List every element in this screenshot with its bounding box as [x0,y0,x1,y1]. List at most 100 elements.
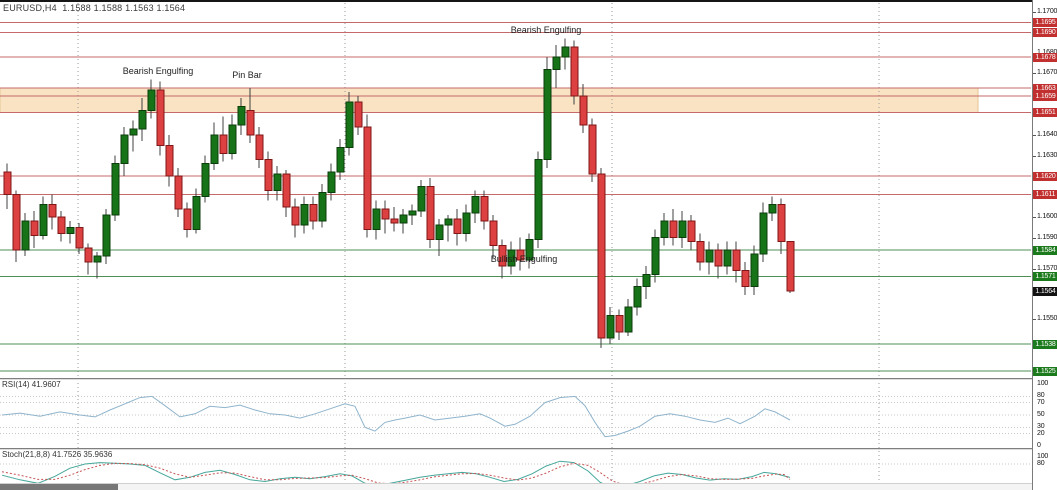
price-tick-label: 1.1640 [1037,131,1057,138]
candle-bear [264,159,273,191]
support-price-badge: 1.1584 [1033,246,1057,255]
candle-bear [732,249,741,271]
candle-bull [651,237,660,275]
pattern-annotation-text[interactable]: Bearish Engulfing [511,25,582,35]
candle-bear [48,204,57,218]
symbol-ohlc-title: EURUSD,H4 1.1588 1.1588 1.1563 1.1564 [3,3,186,13]
candle-bear [75,226,84,249]
candle-bull [552,56,561,70]
candle-bear [714,249,723,267]
rsi-scale-label: 30 [1037,423,1045,430]
candle-bull [237,105,246,126]
candle-bull [39,204,48,236]
candle-bear [480,196,489,222]
candle-bear [174,175,183,210]
candle-bear [57,216,66,234]
stoch-scale-label: 80 [1037,460,1045,467]
rsi-line [1,395,791,438]
candle-bull [192,196,201,230]
rsi-scale-label: 70 [1037,399,1045,406]
candle-bear [165,144,174,177]
candle-bull [120,134,129,165]
candle-bull [201,163,210,197]
candle-bear [84,247,93,263]
resistance-price-badge: 1.1611 [1033,190,1057,199]
axis-tick-mark [1033,319,1036,320]
candle-bear [579,95,588,126]
candle-bull [66,226,75,234]
candle-bear [588,124,597,175]
candle-bear [246,109,255,136]
supply-zone-rectangle[interactable] [0,87,979,113]
scrollbar-thumb[interactable] [0,484,118,490]
rsi-scale-label: 100 [1037,380,1049,387]
pattern-annotation-text[interactable]: Pin Bar [232,70,262,80]
candle-bull [444,218,453,226]
rsi-scale-label: 20 [1037,430,1045,437]
panel-divider-stoch[interactable] [0,448,1057,449]
candle-bear [426,185,435,241]
candle-bull [273,173,282,191]
stoch-d-line [1,462,791,487]
candle-bear [786,241,795,292]
candle-bear [777,204,786,243]
chart-canvas[interactable]: Bearish Engulfing Pin Bar Bearish Engulfin… [0,0,1032,490]
candle-bull [525,239,534,261]
candle-bear [615,314,624,333]
candle-bear [381,208,390,220]
candle-bear [354,101,363,128]
candle-bull [417,185,426,212]
price-tick-label: 1.1630 [1037,152,1057,159]
support-price-badge: 1.1538 [1033,340,1057,349]
candle-bull [507,249,516,267]
resistance-price-badge: 1.1678 [1033,53,1057,62]
candle-bear [741,269,750,288]
pattern-annotation-text[interactable]: Bearish Engulfing [123,66,194,76]
axis-tick-mark [1033,12,1036,13]
resistance-price-badge: 1.1651 [1033,108,1057,117]
candle-bull [471,196,480,214]
axis-tick-mark [1033,156,1036,157]
rsi-indicator-label: RSI(14) 41.9607 [2,380,61,389]
bid-price-badge: 1.1564 [1033,287,1057,296]
candle-bear [570,46,579,97]
candle-bull [768,204,777,214]
candle-bull [462,212,471,234]
axis-tick-mark [1033,269,1036,270]
price-tick-label: 1.1590 [1037,234,1057,241]
support-price-badge: 1.1571 [1033,272,1057,281]
candle-bull [543,68,552,161]
candle-bull [129,128,138,136]
candle-bull [93,255,102,263]
price-tick-label: 1.1570 [1037,265,1057,272]
candle-bull [327,171,336,193]
candle-bull [111,163,120,216]
candle-bear [309,204,318,222]
stoch-k-line [1,460,791,489]
pattern-annotation-text[interactable]: Bullish Engulfing [491,254,558,264]
window-top-edge [0,0,1057,2]
price-axis[interactable]: 1.1700 1.1680 1.1670 1.1640 1.1630 1.1600 1.15… [1032,0,1057,490]
rsi-scale-label: 50 [1037,411,1045,418]
candle-bull [705,249,714,263]
price-tick-label: 1.1680 [1037,49,1057,56]
candle-bull [534,159,543,241]
horizontal-scrollbar[interactable] [0,483,1032,490]
candle-bull [750,253,759,288]
stoch-scale-label: 100 [1037,453,1049,460]
price-tick-label: 1.1670 [1037,69,1057,76]
panel-divider-rsi[interactable] [0,378,1057,379]
candle-bull [633,286,642,308]
candle-bull [318,191,327,222]
candle-bull [660,220,669,239]
resistance-price-badge: 1.1620 [1033,172,1057,181]
rsi-scale-label: 80 [1037,392,1045,399]
candle-bear [453,218,462,234]
candle-bear [363,126,372,230]
axis-tick-mark [1033,238,1036,239]
candle-bear [489,220,498,247]
candle-bull [408,210,417,216]
candle-bear [183,208,192,230]
axis-tick-mark [1033,73,1036,74]
